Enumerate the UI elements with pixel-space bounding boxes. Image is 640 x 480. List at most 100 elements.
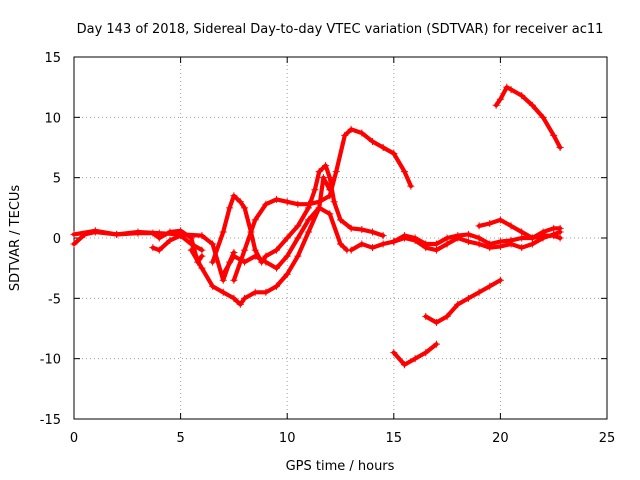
data-point-marker — [198, 264, 206, 272]
data-point-marker — [337, 240, 344, 248]
data-point-marker — [241, 294, 249, 302]
series-track-3 — [149, 232, 206, 254]
data-point-marker — [155, 234, 163, 242]
data-point-marker — [347, 125, 355, 133]
data-point-marker — [251, 216, 259, 224]
y-tick-label: -5 — [48, 292, 61, 307]
series-track-1 — [70, 228, 238, 284]
data-point-marker — [273, 195, 281, 203]
data-point-marker — [273, 264, 281, 272]
series-track-7 — [230, 125, 415, 284]
data-point-marker — [390, 349, 398, 357]
data-point-marker — [390, 238, 398, 246]
data-point-marker — [400, 168, 408, 176]
data-point-marker — [241, 204, 249, 212]
data-point-marker — [305, 200, 313, 208]
data-point-marker — [528, 240, 536, 248]
data-point-marker — [496, 216, 504, 224]
data-point-marker — [236, 300, 244, 308]
data-point-marker — [226, 204, 234, 212]
data-point-marker — [177, 232, 185, 240]
data-point-marker — [475, 234, 483, 242]
y-tick-label: -15 — [40, 413, 61, 428]
data-point-marker — [251, 288, 259, 296]
series-track-12 — [422, 276, 504, 326]
data-point-marker — [518, 244, 526, 252]
data-point-marker — [155, 246, 163, 254]
data-point-marker — [464, 230, 472, 238]
data-point-marker — [283, 252, 291, 260]
data-point-marker — [411, 234, 419, 242]
data-point-marker — [332, 168, 340, 176]
data-point-marker — [432, 340, 440, 348]
series-line — [189, 175, 332, 307]
data-point-marker — [539, 228, 547, 236]
data-point-marker — [368, 244, 376, 252]
data-point-marker — [443, 240, 451, 248]
data-point-marker — [187, 240, 195, 248]
data-point-marker — [70, 240, 78, 248]
data-point-marker — [496, 238, 504, 246]
data-point-marker — [347, 246, 355, 254]
data-point-marker — [187, 246, 195, 254]
data-point-marker — [294, 234, 302, 242]
y-tick-label: 10 — [44, 111, 61, 126]
data-point-marker — [219, 276, 227, 284]
data-point-marker — [486, 220, 494, 228]
data-point-marker — [262, 258, 270, 266]
series-track-10 — [475, 216, 564, 242]
data-point-marker — [219, 270, 227, 278]
data-point-marker — [550, 131, 558, 139]
data-point-marker — [486, 240, 494, 248]
data-point-marker — [241, 246, 249, 254]
data-point-marker — [209, 258, 217, 266]
data-point-marker — [209, 282, 217, 290]
data-point-marker — [134, 229, 142, 237]
data-point-marker — [379, 240, 387, 248]
series-track-6 — [219, 204, 351, 278]
data-point-marker — [91, 227, 99, 235]
data-point-marker — [358, 129, 366, 137]
data-point-marker — [315, 198, 323, 206]
data-point-marker — [166, 228, 174, 236]
x-tick-label: 10 — [279, 431, 296, 446]
data-point-marker — [556, 224, 564, 232]
data-point-marker — [322, 162, 330, 170]
data-point-marker — [262, 252, 270, 260]
data-point-marker — [337, 216, 344, 224]
data-point-marker — [422, 349, 430, 357]
data-point-marker — [219, 228, 227, 236]
data-point-marker — [198, 246, 206, 254]
data-point-marker — [496, 95, 504, 103]
data-point-marker — [454, 300, 462, 308]
data-point-marker — [326, 174, 334, 182]
data-point-marker — [251, 246, 259, 254]
data-point-marker — [319, 174, 327, 182]
data-point-marker — [507, 222, 515, 230]
data-point-marker — [113, 230, 121, 238]
data-point-marker — [149, 244, 157, 252]
data-point-marker — [432, 318, 440, 326]
series-line — [210, 163, 386, 265]
data-point-marker — [454, 232, 462, 240]
data-point-marker — [503, 83, 511, 91]
data-point-marker — [294, 222, 302, 230]
data-point-marker — [230, 294, 238, 302]
data-point-marker — [368, 137, 376, 145]
data-point-marker — [347, 224, 355, 232]
data-point-marker — [198, 252, 206, 260]
data-point-marker — [341, 131, 349, 139]
tick-labels: 0 5 10 15 20 25 -15 -10 -5 0 5 10 15 — [40, 51, 616, 446]
series-track-5 — [209, 162, 387, 266]
series-track-11 — [390, 340, 440, 369]
x-tick-label: 0 — [70, 431, 78, 446]
data-point-marker — [198, 232, 206, 240]
data-point-marker — [149, 229, 157, 237]
data-point-marker — [528, 101, 536, 109]
data-point-marker — [475, 240, 483, 248]
data-point-marker — [230, 192, 238, 200]
series-line — [423, 278, 503, 325]
data-point-marker — [358, 240, 366, 248]
series-line — [71, 229, 236, 283]
y-tick-label: 5 — [53, 172, 61, 187]
